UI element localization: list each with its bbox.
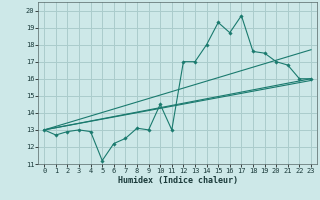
X-axis label: Humidex (Indice chaleur): Humidex (Indice chaleur) xyxy=(118,176,238,185)
